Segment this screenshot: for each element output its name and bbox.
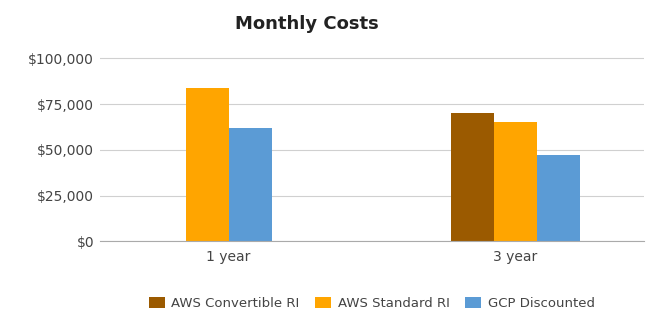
Title: Monthly Costs: Monthly Costs bbox=[234, 15, 378, 33]
Legend: AWS Convertible RI, AWS Standard RI, GCP Discounted: AWS Convertible RI, AWS Standard RI, GCP… bbox=[143, 292, 600, 316]
Bar bbox=[537, 155, 580, 241]
Bar bbox=[493, 122, 537, 241]
Bar bbox=[451, 113, 493, 241]
Bar bbox=[228, 128, 272, 241]
Bar bbox=[185, 88, 228, 241]
